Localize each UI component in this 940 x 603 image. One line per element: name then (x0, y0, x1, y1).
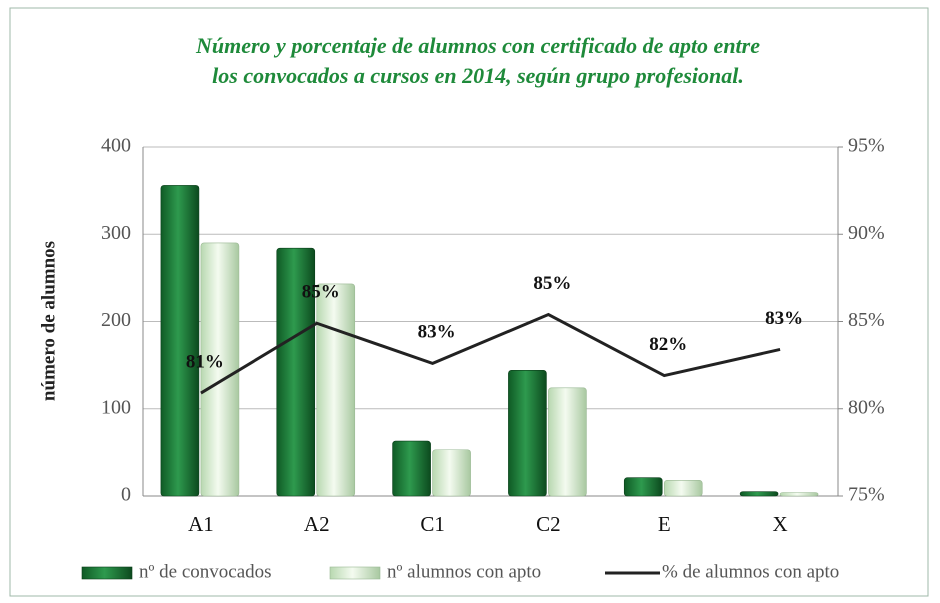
data-label: 83% (418, 322, 456, 343)
x-tick-label: A2 (304, 512, 330, 536)
bar (432, 449, 471, 497)
x-tick-label: X (772, 512, 787, 536)
y-tick-label: 100 (101, 396, 131, 418)
legend-swatch (329, 566, 381, 580)
data-label: 83% (765, 308, 803, 329)
bar (316, 283, 356, 497)
bar (276, 247, 316, 497)
bar (623, 477, 663, 497)
data-label: 82% (649, 334, 687, 355)
legend-label: nº alumnos con apto (387, 561, 541, 582)
x-tick-label: A1 (188, 512, 214, 536)
bar (508, 370, 547, 497)
data-label: 85% (302, 282, 340, 303)
y2-tick-label: 80% (848, 396, 885, 418)
legend-swatch (81, 566, 133, 580)
legend-label: % de alumnos con apto (662, 561, 839, 582)
data-label: 81% (186, 351, 224, 372)
bar (548, 387, 587, 497)
chart-title: Número y porcentaje de alumnos con certi… (195, 33, 760, 88)
y2-tick-label: 75% (848, 484, 885, 506)
y2-tick-label: 95% (848, 135, 885, 157)
legend-label: nº de convocados (139, 561, 272, 582)
bar (160, 185, 200, 497)
y-tick-label: 300 (101, 222, 131, 244)
chart-frame (9, 7, 929, 597)
x-tick-label: E (658, 512, 671, 536)
x-tick-label: C1 (420, 512, 445, 536)
y2-tick-label: 85% (848, 309, 885, 331)
y-axis-label: número de alumnos (38, 241, 59, 401)
bar (392, 440, 431, 497)
y-tick-label: 0 (121, 484, 131, 506)
line-series (200, 312, 781, 395)
data-label: 85% (533, 273, 571, 294)
bar (779, 492, 819, 497)
bar (663, 479, 703, 497)
y-tick-label: 200 (101, 309, 131, 331)
bar (739, 491, 779, 497)
x-tick-label: C2 (536, 512, 561, 536)
y2-tick-label: 90% (848, 222, 885, 244)
y-tick-label: 400 (101, 135, 131, 157)
